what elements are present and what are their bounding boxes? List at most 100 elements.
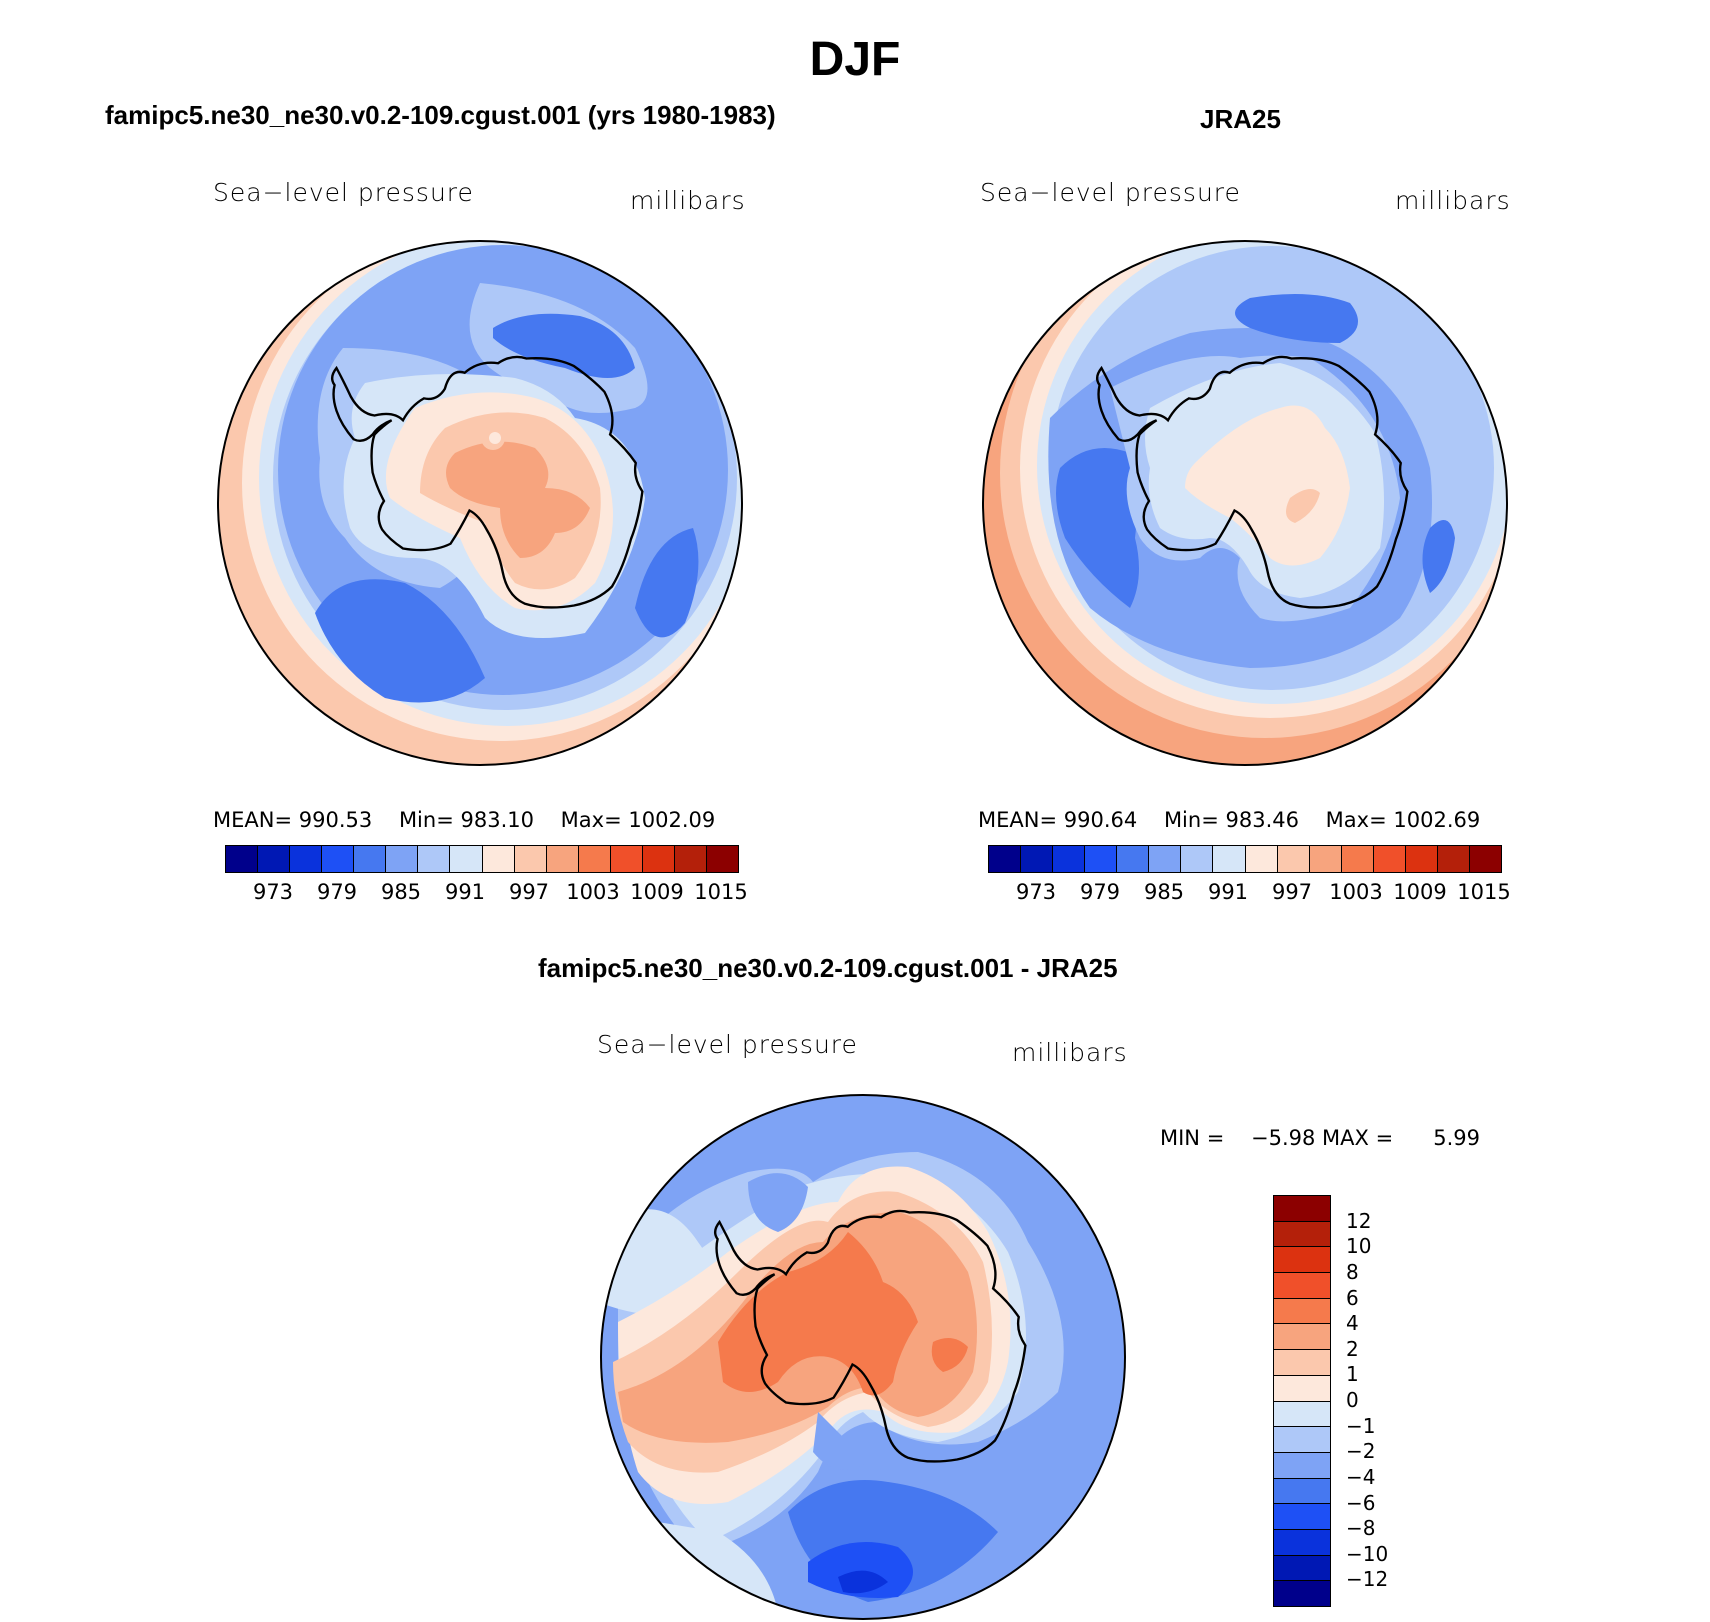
panel-3-colorbar-labels: 12 10 8 6 4 2 1 0 −1 −2 −4 −6 −8 −10 −12 bbox=[1346, 1195, 1406, 1605]
colorbar-tick-label: 12 bbox=[1346, 1208, 1372, 1233]
colorbar-swatch bbox=[546, 846, 579, 872]
figure-title: DJF bbox=[809, 33, 901, 86]
colorbar-tick-label: 1015 bbox=[694, 880, 748, 904]
colorbar-tick-label: 8 bbox=[1346, 1259, 1359, 1284]
panel-3-contours bbox=[601, 1095, 1125, 1619]
colorbar-swatch bbox=[674, 846, 707, 872]
colorbar-tick-label: 991 bbox=[1207, 880, 1249, 904]
colorbar-swatch bbox=[1341, 846, 1374, 872]
colorbar-swatch bbox=[989, 846, 1022, 872]
colorbar-swatch bbox=[1274, 1427, 1330, 1453]
panel-2-colorbar-labels: 973 979 985 991 997 1003 1009 1015 bbox=[988, 880, 1511, 906]
colorbar-swatch bbox=[1274, 1273, 1330, 1299]
colorbar-swatch bbox=[1274, 1401, 1330, 1428]
panel-3-max-label: MAX = bbox=[1322, 1126, 1394, 1150]
colorbar-swatch bbox=[290, 846, 323, 872]
colorbar-swatch bbox=[1274, 1581, 1330, 1606]
colorbar-swatch bbox=[1373, 846, 1406, 872]
panel-1-min-label: Min= bbox=[398, 808, 454, 832]
colorbar-swatch bbox=[610, 846, 643, 872]
colorbar-swatch bbox=[386, 846, 419, 872]
colorbar-swatch bbox=[1213, 846, 1246, 872]
colorbar-swatch bbox=[354, 846, 387, 872]
colorbar-swatch bbox=[1181, 846, 1214, 872]
panel-1-mean-label: MEAN= bbox=[213, 808, 293, 832]
panel-3-max-value: 5.99 bbox=[1433, 1126, 1481, 1150]
colorbar-tick-label: 1015 bbox=[1457, 880, 1511, 904]
colorbar-tick-label: −1 bbox=[1346, 1413, 1376, 1438]
panel-2-units-label: millibars bbox=[1395, 186, 1511, 215]
colorbar-tick-label: 997 bbox=[1271, 880, 1313, 904]
colorbar-swatch bbox=[1469, 846, 1501, 872]
panel-3-min-label: MIN = bbox=[1160, 1126, 1225, 1150]
colorbar-swatch bbox=[258, 846, 291, 872]
colorbar-swatch bbox=[1405, 846, 1438, 872]
colorbar-swatch bbox=[1274, 1529, 1330, 1556]
colorbar-swatch bbox=[1085, 846, 1118, 872]
panel-3-title: famipc5.ne30_ne30.v0.2-109.cgust.001 - J… bbox=[538, 953, 1118, 983]
colorbar-tick-label: 4 bbox=[1346, 1311, 1359, 1336]
colorbar-tick-label: 985 bbox=[1143, 880, 1185, 904]
colorbar-swatch bbox=[642, 846, 675, 872]
panel-2-contours bbox=[983, 241, 1507, 765]
colorbar-swatch bbox=[1274, 1375, 1330, 1402]
colorbar-tick-label: 1003 bbox=[1329, 880, 1383, 904]
colorbar-swatch bbox=[1274, 1452, 1330, 1479]
colorbar-swatch bbox=[1149, 846, 1182, 872]
panel-2-max-value: 1002.69 bbox=[1393, 808, 1481, 832]
colorbar-swatch bbox=[418, 846, 451, 872]
colorbar-swatch bbox=[1274, 1478, 1330, 1505]
colorbar-tick-label: −10 bbox=[1346, 1541, 1389, 1566]
panel-1-contours bbox=[218, 241, 742, 765]
panel-1-polar-map bbox=[217, 240, 743, 766]
panel-1-variable-label: Sea−level pressure bbox=[213, 178, 474, 207]
panel-2-min-value: 983.46 bbox=[1225, 808, 1299, 832]
panel-2-title: JRA25 bbox=[1200, 104, 1281, 134]
colorbar-swatch bbox=[1274, 1196, 1330, 1222]
panel-1-min-value: 983.10 bbox=[460, 808, 534, 832]
colorbar-swatch bbox=[450, 846, 483, 872]
panel-1-title: famipc5.ne30_ne30.v0.2-109.cgust.001 (yr… bbox=[105, 100, 776, 130]
panel-1-stats: MEAN= 990.53 Min= 983.10 Max= 1002.09 bbox=[213, 808, 715, 832]
colorbar-swatch bbox=[1274, 1298, 1330, 1325]
panel-2-min-label: Min= bbox=[1163, 808, 1219, 832]
colorbar-tick-label: 1 bbox=[1346, 1362, 1359, 1387]
colorbar-swatch bbox=[1277, 846, 1310, 872]
colorbar-tick-label: 6 bbox=[1346, 1285, 1359, 1310]
panel-2-stats: MEAN= 990.64 Min= 983.46 Max= 1002.69 bbox=[978, 808, 1480, 832]
colorbar-tick-label: 973 bbox=[1015, 880, 1057, 904]
colorbar-swatch bbox=[578, 846, 611, 872]
colorbar-swatch bbox=[322, 846, 355, 872]
colorbar-tick-label: 10 bbox=[1346, 1234, 1372, 1259]
colorbar-tick-label: 997 bbox=[508, 880, 550, 904]
colorbar-swatch bbox=[1274, 1504, 1330, 1530]
panel-3-variable-label: Sea−level pressure bbox=[597, 1030, 858, 1059]
colorbar-tick-label: −4 bbox=[1346, 1464, 1376, 1489]
panel-3-units-label: millibars bbox=[1012, 1038, 1128, 1067]
colorbar-swatch bbox=[514, 846, 547, 872]
colorbar-tick-label: 979 bbox=[316, 880, 358, 904]
colorbar-tick-label: −12 bbox=[1346, 1567, 1389, 1592]
panel-3-colorbar bbox=[1273, 1195, 1331, 1607]
panel-1-mean-value: 990.53 bbox=[298, 808, 373, 832]
panel-3-stats: MIN = −5.98 MAX = 5.99 bbox=[1160, 1126, 1480, 1150]
colorbar-tick-label: 979 bbox=[1079, 880, 1121, 904]
panel-2-colorbar bbox=[988, 845, 1502, 873]
colorbar-tick-label: −2 bbox=[1346, 1439, 1376, 1464]
colorbar-tick-label: 991 bbox=[444, 880, 486, 904]
colorbar-tick-label: 1009 bbox=[1393, 880, 1447, 904]
panel-3-polar-map bbox=[600, 1094, 1126, 1620]
panel-2-polar-map bbox=[982, 240, 1508, 766]
colorbar-tick-label: 1009 bbox=[630, 880, 684, 904]
colorbar-swatch bbox=[1274, 1247, 1330, 1274]
panel-2-mean-value: 990.64 bbox=[1063, 808, 1138, 832]
colorbar-swatch bbox=[706, 846, 738, 872]
colorbar-tick-label: 2 bbox=[1346, 1336, 1359, 1361]
colorbar-swatch bbox=[1053, 846, 1086, 872]
colorbar-swatch bbox=[482, 846, 515, 872]
colorbar-swatch bbox=[1274, 1555, 1330, 1582]
panel-1-colorbar-labels: 973 979 985 991 997 1003 1009 1015 bbox=[225, 880, 748, 906]
colorbar-swatch bbox=[1274, 1350, 1330, 1376]
panel-2-max-label: Max= bbox=[1325, 808, 1387, 832]
colorbar-swatch bbox=[1245, 846, 1278, 872]
